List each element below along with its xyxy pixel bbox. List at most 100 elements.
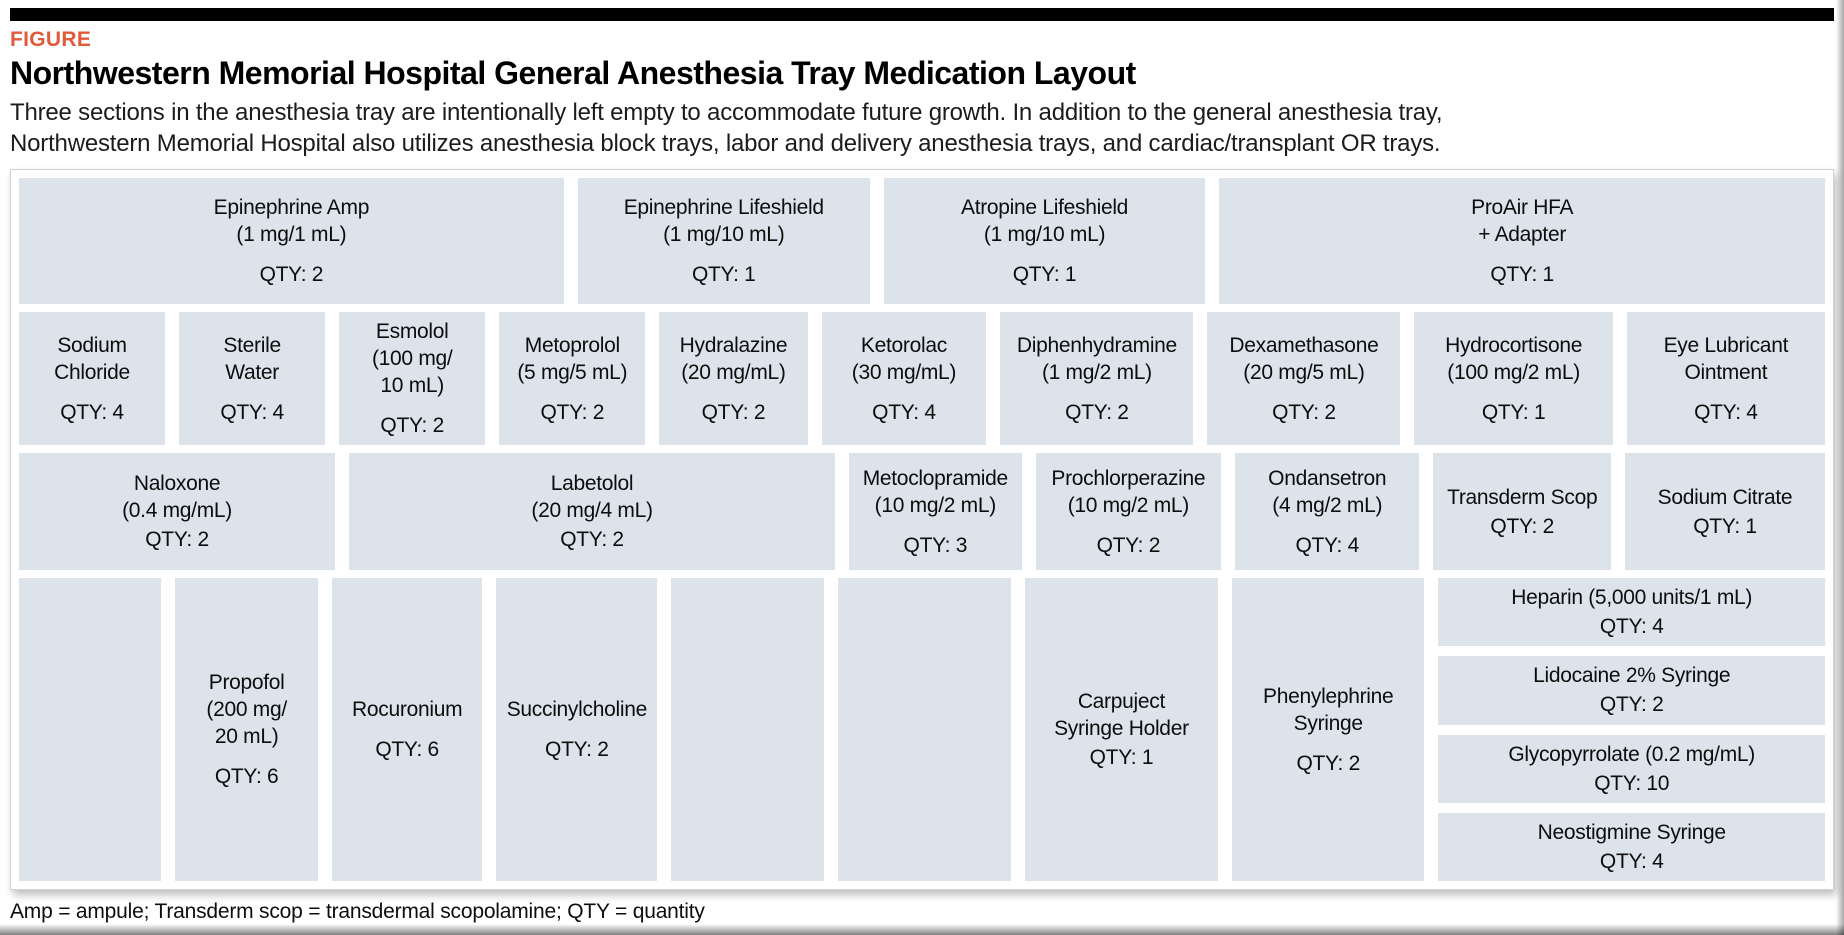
- med-qty: QTY: 1: [691, 263, 756, 286]
- med-name: Naloxone (0.4 mg/mL): [122, 472, 232, 522]
- med-qty: QTY: 6: [214, 765, 279, 788]
- med-qty: QTY: 1: [1481, 400, 1546, 424]
- med-name: Epinephrine Lifeshield (1 mg/10 mL): [623, 196, 824, 246]
- med-qty: QTY: 2: [1599, 693, 1664, 717]
- figure-title: Northwestern Memorial Hospital General A…: [10, 55, 1136, 91]
- med-name: Rocuronium: [352, 698, 463, 721]
- med-name: Metoprolol (5 mg/5 mL): [517, 333, 628, 384]
- tray-cell-naloxone: Naloxone (0.4 mg/mL) QTY: 2: [19, 453, 336, 570]
- tray-cell-phenylephrine: Phenylephrine Syringe QTY: 2: [1232, 578, 1425, 881]
- top-rule: [10, 8, 1834, 21]
- tray-cell-rocuronium: Rocuronium QTY: 6: [331, 578, 483, 881]
- figure-footnote: Amp = ampule; Transderm scop = transderm…: [10, 900, 705, 923]
- med-name: Dexamethasone (20 mg/5 mL): [1229, 333, 1379, 384]
- med-name: Eye Lubricant Ointment: [1663, 333, 1789, 384]
- med-qty: QTY: 2: [1272, 400, 1336, 424]
- tray-row-4: Propofol (200 mg/ 20 mL) QTY: 6 Rocuroniu…: [19, 578, 1825, 881]
- med-qty: QTY: 3: [903, 533, 968, 557]
- tray-cell-syringe-stack: Heparin (5,000 units/1 mL) QTY: 4 Lidocai…: [1438, 578, 1825, 881]
- tray-cell-lidocaine: Lidocaine 2% Syringe QTY: 2: [1438, 656, 1825, 725]
- figure-caption: Three sections in the anesthesia tray ar…: [10, 99, 1443, 157]
- tray-cell-glycopyrrolate: Glycopyrrolate (0.2 mg/mL) QTY: 10: [1438, 734, 1825, 803]
- med-name: Esmolol (100 mg/ 10 mL): [371, 320, 453, 397]
- med-name: Transderm Scop: [1447, 485, 1598, 509]
- med-qty: QTY: 4: [220, 400, 284, 424]
- med-name: Hydralazine (20 mg/mL): [679, 333, 788, 384]
- med-name: Labetolol (20 mg/4 mL): [531, 472, 653, 522]
- tray-cell-neostigmine: Neostigmine Syringe QTY: 4: [1438, 812, 1825, 881]
- med-qty: QTY: 1: [1490, 263, 1554, 286]
- tray-cell-esmolol: Esmolol (100 mg/ 10 mL) QTY: 2: [339, 312, 486, 445]
- tray-cell-empty-2: [671, 578, 824, 881]
- med-qty: QTY: 6: [375, 738, 439, 761]
- tray-cell-hydrocortisone: Hydrocortisone (100 mg/2 mL) QTY: 1: [1414, 312, 1613, 445]
- med-name: Metoclopramide (10 mg/2 mL): [862, 466, 1009, 517]
- tray-cell-atropine-lifeshield: Atropine Lifeshield (1 mg/10 mL) QTY: 1: [883, 178, 1206, 304]
- med-qty: QTY: 1: [1089, 746, 1154, 769]
- med-qty: QTY: 2: [1096, 533, 1161, 557]
- med-qty: QTY: 2: [560, 528, 624, 551]
- med-qty: QTY: 4: [60, 400, 124, 424]
- med-qty: QTY: 2: [701, 400, 766, 424]
- med-name: Succinylcholine: [506, 698, 648, 721]
- tray-cell-empty-1: [19, 578, 162, 881]
- tray-cell-succinylcholine: Succinylcholine QTY: 2: [496, 578, 658, 881]
- tray-cell-labetolol: Labetolol (20 mg/4 mL) QTY: 2: [349, 453, 835, 570]
- tray-cell-epinephrine-lifeshield: Epinephrine Lifeshield (1 mg/10 mL) QTY: …: [577, 178, 870, 304]
- bottom-edge-shadow: [0, 924, 1844, 935]
- tray-cell-proair-hfa: ProAir HFA + Adapter QTY: 1: [1219, 178, 1825, 304]
- med-name: Neostigmine Syringe: [1537, 820, 1726, 844]
- med-name: Ketorolac (30 mg/mL): [851, 333, 957, 384]
- tray-cell-sodium-chloride: Sodium Chloride QTY: 4: [19, 312, 166, 445]
- med-qty: QTY: 4: [872, 400, 936, 424]
- med-name: Hydrocortisone (100 mg/2 mL): [1445, 333, 1583, 384]
- tray-cell-epinephrine-amp: Epinephrine Amp (1 mg/1 mL) QTY: 2: [19, 178, 564, 304]
- tray-cell-metoclopramide: Metoclopramide (10 mg/2 mL) QTY: 3: [848, 453, 1022, 570]
- med-name: Lidocaine 2% Syringe: [1533, 664, 1731, 688]
- med-qty: QTY: 2: [145, 528, 209, 551]
- tray-cell-diphenhydramine: Diphenhydramine (1 mg/2 mL) QTY: 2: [1000, 312, 1194, 445]
- med-name: Propofol (200 mg/ 20 mL): [206, 671, 287, 748]
- tray-row-3: Naloxone (0.4 mg/mL) QTY: 2 Labetolol (20…: [19, 453, 1825, 570]
- tray-row-1: Epinephrine Amp (1 mg/1 mL) QTY: 2 Epinep…: [19, 178, 1825, 304]
- tray-row-2: Sodium Chloride QTY: 4 Sterile Water QTY: …: [19, 312, 1825, 445]
- tray-cell-metoprolol: Metoprolol (5 mg/5 mL) QTY: 2: [499, 312, 646, 445]
- med-qty: QTY: 2: [380, 414, 444, 437]
- med-qty: QTY: 4: [1295, 533, 1359, 557]
- tray-cell-sterile-water: Sterile Water QTY: 4: [179, 312, 326, 445]
- med-qty: QTY: 2: [545, 738, 609, 761]
- tray-cell-empty-3: [837, 578, 1011, 881]
- tray-cell-sodium-citrate: Sodium Citrate QTY: 1: [1624, 453, 1825, 570]
- right-edge-shadow: [1836, 0, 1844, 935]
- med-name: Atropine Lifeshield (1 mg/10 mL): [960, 196, 1129, 246]
- tray-cell-carpuject-holder: Carpuject Syringe Holder QTY: 1: [1024, 578, 1219, 881]
- tray-cell-transderm-scop: Transderm Scop QTY: 2: [1433, 453, 1611, 570]
- med-name: Sodium Citrate: [1657, 485, 1793, 509]
- figure-kicker: FIGURE: [10, 28, 92, 51]
- med-qty: QTY: 2: [1296, 751, 1360, 775]
- med-name: Phenylephrine Syringe: [1263, 684, 1394, 735]
- med-qty: QTY: 1: [1012, 263, 1077, 286]
- tray-cell-heparin: Heparin (5,000 units/1 mL) QTY: 4: [1438, 578, 1825, 647]
- med-name: Sterile Water: [223, 333, 281, 384]
- med-name: ProAir HFA + Adapter: [1471, 196, 1574, 246]
- med-name: Epinephrine Amp (1 mg/1 mL): [213, 196, 370, 246]
- med-name: Sodium Chloride: [54, 333, 130, 384]
- med-name: Heparin (5,000 units/1 mL): [1511, 586, 1753, 610]
- med-qty: QTY: 2: [259, 263, 324, 286]
- med-qty: QTY: 2: [1065, 400, 1129, 424]
- med-name: Diphenhydramine (1 mg/2 mL): [1016, 333, 1177, 384]
- tray-cell-ondansetron: Ondansetron (4 mg/2 mL) QTY: 4: [1235, 453, 1420, 570]
- med-name: Prochlorperazine (10 mg/2 mL): [1051, 466, 1206, 517]
- med-qty: QTY: 4: [1599, 849, 1664, 873]
- tray-cell-hydralazine: Hydralazine (20 mg/mL) QTY: 2: [659, 312, 808, 445]
- tray-cell-eye-lubricant: Eye Lubricant Ointment QTY: 4: [1626, 312, 1825, 445]
- med-qty: QTY: 4: [1599, 615, 1664, 639]
- tray-cell-ketorolac: Ketorolac (30 mg/mL) QTY: 4: [821, 312, 987, 445]
- tray-cell-prochlorperazine: Prochlorperazine (10 mg/2 mL) QTY: 2: [1035, 453, 1222, 570]
- tray-grid: Epinephrine Amp (1 mg/1 mL) QTY: 2 Epinep…: [10, 169, 1834, 890]
- med-qty: QTY: 10: [1594, 771, 1670, 795]
- med-qty: QTY: 2: [540, 400, 605, 424]
- med-name: Ondansetron (4 mg/2 mL): [1268, 466, 1387, 517]
